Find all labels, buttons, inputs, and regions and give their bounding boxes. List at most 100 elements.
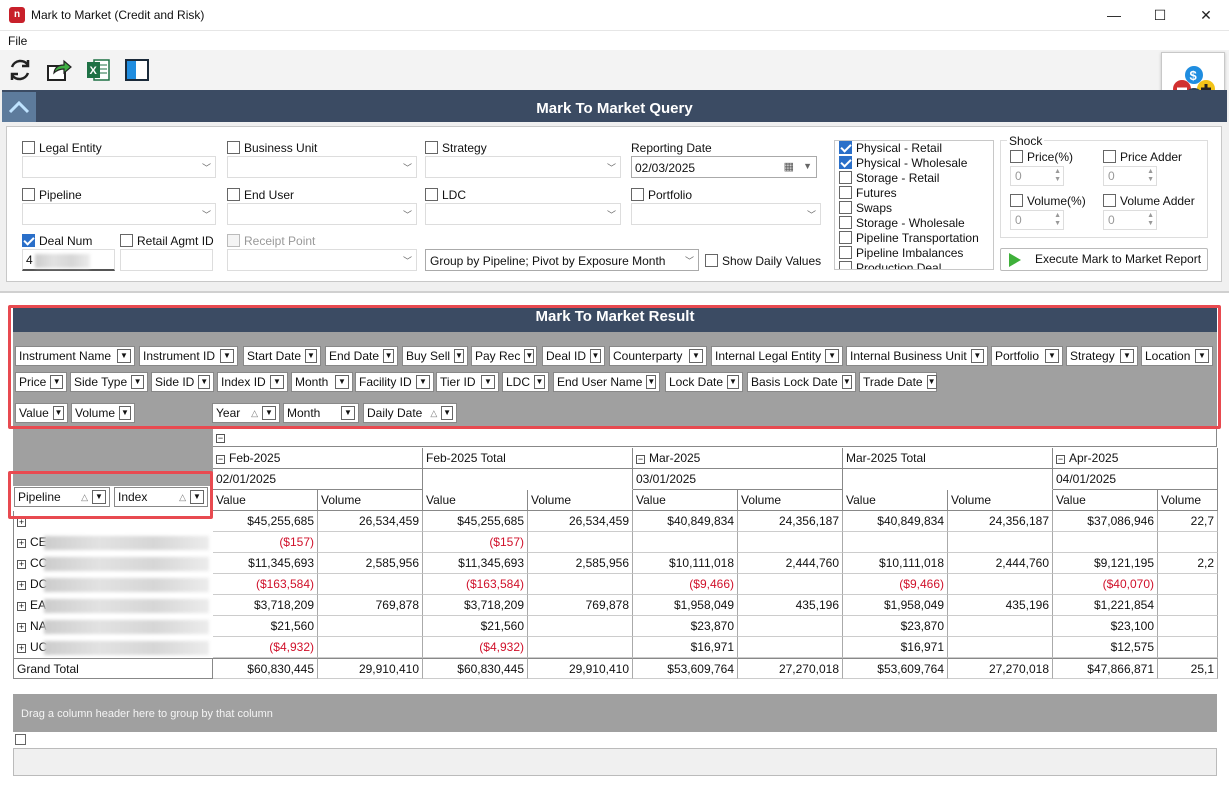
row-field-chip[interactable]: Pipeline △ ▼ xyxy=(14,487,110,507)
column-field-chip[interactable]: Year △ ▼ xyxy=(212,403,280,423)
row-header[interactable]: + EA xyxy=(13,595,213,616)
expand-icon[interactable]: + xyxy=(17,580,26,590)
expand-icon[interactable]: + xyxy=(17,622,26,632)
price-pct-checkbox[interactable]: Price(%) xyxy=(1010,150,1073,164)
deal-num-checkbox[interactable]: Deal Num xyxy=(22,234,92,248)
volume-adder-checkbox[interactable]: Volume Adder xyxy=(1103,194,1195,208)
chevron-down-icon[interactable]: ▼ xyxy=(803,161,812,171)
field-chip[interactable]: Trade Date ▼ xyxy=(859,372,937,392)
row-header[interactable]: + xyxy=(13,511,213,532)
export-icon[interactable] xyxy=(45,56,73,84)
collapse-icon[interactable]: − xyxy=(216,433,225,443)
field-chip[interactable]: Side ID ▼ xyxy=(151,372,214,392)
filter-dropdown-icon[interactable]: ▼ xyxy=(416,375,430,389)
price-adder-checkbox[interactable]: Price Adder xyxy=(1103,150,1182,164)
legal-entity-checkbox[interactable]: Legal Entity xyxy=(22,141,102,155)
price-adder-spinner[interactable]: 0 ▲ ▼ xyxy=(1103,166,1157,186)
measure-header[interactable]: Value xyxy=(1053,490,1158,511)
deal-num-input[interactable]: 4 xyxy=(22,249,115,271)
type-item[interactable]: Production Deal xyxy=(835,261,993,269)
row-header[interactable]: + DC xyxy=(13,574,213,595)
portfolio-combo[interactable]: ﹀ xyxy=(631,203,821,225)
retail-agmt-input[interactable] xyxy=(120,249,213,271)
field-chip[interactable]: End User Name ▼ xyxy=(553,372,660,392)
show-daily-checkbox[interactable]: Show Daily Values xyxy=(705,254,821,268)
group-by-select[interactable]: Group by Pipeline; Pivot by Exposure Mon… xyxy=(425,249,699,271)
filter-dropdown-icon[interactable]: ▼ xyxy=(1045,349,1059,363)
close-button[interactable]: ✕ xyxy=(1200,7,1212,23)
filter-dropdown-icon[interactable]: ▼ xyxy=(1195,349,1209,363)
excel-icon[interactable]: X xyxy=(84,56,112,84)
field-chip[interactable]: Pay Rec ▼ xyxy=(471,346,537,366)
menu-file[interactable]: File xyxy=(8,34,28,48)
measure-header[interactable]: Volume xyxy=(318,490,423,511)
collapse-icon[interactable]: − xyxy=(1056,454,1065,464)
filter-dropdown-icon[interactable]: ▼ xyxy=(926,375,937,389)
expand-icon[interactable]: + xyxy=(17,601,26,611)
collapse-query-button[interactable] xyxy=(2,92,36,122)
filter-dropdown-icon[interactable]: ▼ xyxy=(534,375,545,389)
volume-pct-spinner[interactable]: 0 ▲ ▼ xyxy=(1010,210,1064,230)
row-field-chip[interactable]: Index △ ▼ xyxy=(114,487,208,507)
measure-header[interactable]: Volume xyxy=(948,490,1053,511)
refresh-icon[interactable] xyxy=(6,56,34,84)
measure-header[interactable]: Value xyxy=(843,490,948,511)
pipeline-checkbox[interactable]: Pipeline xyxy=(22,188,82,202)
filter-dropdown-icon[interactable]: ▼ xyxy=(50,375,63,389)
collapse-icon[interactable]: − xyxy=(636,454,645,464)
data-field-chip[interactable]: Value ▼ xyxy=(15,403,68,423)
end-user-checkbox[interactable]: End User xyxy=(227,188,294,202)
field-chip[interactable]: Buy Sell ▼ xyxy=(402,346,468,366)
layout-icon[interactable] xyxy=(123,56,151,84)
execute-button[interactable]: Execute Mark to Market Report xyxy=(1000,248,1208,271)
filter-dropdown-icon[interactable]: ▼ xyxy=(52,406,64,420)
type-item[interactable]: Physical - Wholesale xyxy=(835,156,993,171)
field-chip[interactable]: LDC ▼ xyxy=(502,372,549,392)
measure-header[interactable]: Value xyxy=(213,490,318,511)
reporting-date-picker[interactable]: 02/03/2025 ▦ ▼ xyxy=(631,156,817,178)
row-header[interactable]: + UC xyxy=(13,637,213,658)
filter-dropdown-icon[interactable]: ▼ xyxy=(646,375,657,389)
ldc-combo[interactable]: ﹀ xyxy=(425,203,621,225)
filter-dropdown-icon[interactable]: ▼ xyxy=(970,349,984,363)
collapse-icon[interactable]: − xyxy=(216,454,225,464)
strategy-combo[interactable]: ﹀ xyxy=(425,156,621,178)
row-header[interactable]: + CC xyxy=(13,553,213,574)
measure-header[interactable]: Volume xyxy=(738,490,843,511)
type-item[interactable]: Futures xyxy=(835,186,993,201)
expand-icon[interactable]: + xyxy=(17,559,26,569)
price-pct-spinner[interactable]: 0 ▲ ▼ xyxy=(1010,166,1064,186)
filter-dropdown-icon[interactable]: ▼ xyxy=(341,406,355,420)
instrument-type-list[interactable]: Physical - Retail Physical - Wholesale S… xyxy=(834,140,994,270)
type-item[interactable]: Physical - Retail xyxy=(835,141,993,156)
field-chip[interactable]: Strategy ▼ xyxy=(1066,346,1138,366)
type-item[interactable]: Pipeline Transportation xyxy=(835,231,993,246)
volume-pct-checkbox[interactable]: Volume(%) xyxy=(1010,194,1086,208)
filter-dropdown-icon[interactable]: ▼ xyxy=(1120,349,1134,363)
measure-header[interactable]: Value xyxy=(633,490,738,511)
type-item[interactable]: Storage - Wholesale xyxy=(835,216,993,231)
month-header[interactable]: − Feb-2025 xyxy=(213,448,423,469)
filter-dropdown-icon[interactable]: ▼ xyxy=(305,349,317,363)
retail-agmt-checkbox[interactable]: Retail Agmt ID xyxy=(120,234,214,248)
filter-dropdown-icon[interactable]: ▼ xyxy=(825,349,839,363)
filter-dropdown-icon[interactable]: ▼ xyxy=(727,375,739,389)
field-chip[interactable]: Index ID ▼ xyxy=(217,372,288,392)
field-chip[interactable]: Basis Lock Date ▼ xyxy=(747,372,856,392)
field-chip[interactable]: Instrument Name ▼ xyxy=(15,346,135,366)
filter-dropdown-icon[interactable]: ▼ xyxy=(190,490,204,504)
strategy-checkbox[interactable]: Strategy xyxy=(425,141,487,155)
field-chip[interactable]: Price ▼ xyxy=(15,372,67,392)
filter-dropdown-icon[interactable]: ▼ xyxy=(524,349,535,363)
row-header[interactable]: + NA xyxy=(13,616,213,637)
field-chip[interactable]: End Date ▼ xyxy=(325,346,398,366)
expand-icon[interactable]: + xyxy=(17,643,26,653)
group-by-panel[interactable]: Drag a column header here to group by th… xyxy=(13,694,1217,732)
filter-dropdown-icon[interactable]: ▼ xyxy=(383,349,394,363)
row-header[interactable]: + CE xyxy=(13,532,213,553)
field-chip[interactable]: Side Type ▼ xyxy=(70,372,148,392)
calendar-icon[interactable]: ▦ xyxy=(783,161,794,173)
filter-dropdown-icon[interactable]: ▼ xyxy=(117,349,131,363)
field-chip[interactable]: Internal Legal Entity ▼ xyxy=(711,346,843,366)
field-chip[interactable]: Location ▼ xyxy=(1141,346,1213,366)
